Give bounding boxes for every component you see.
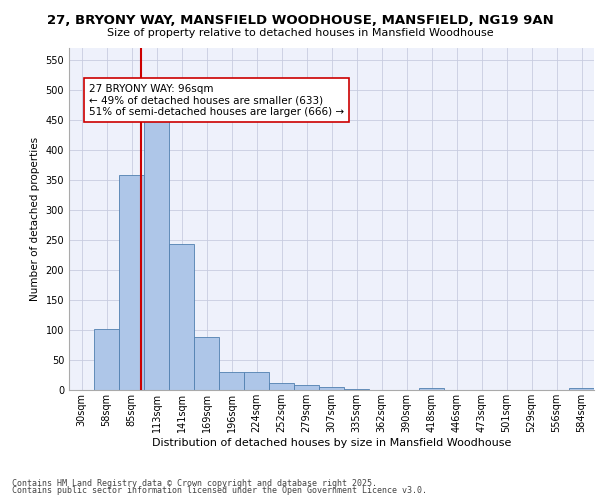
Bar	[119, 176, 144, 390]
Bar	[94, 328, 119, 390]
Bar	[194, 337, 219, 390]
Bar	[294, 385, 319, 390]
Text: 27, BRYONY WAY, MANSFIELD WOODHOUSE, MANSFIELD, NG19 9AN: 27, BRYONY WAY, MANSFIELD WOODHOUSE, MAN…	[47, 14, 553, 27]
Bar	[419, 388, 444, 390]
Bar	[269, 383, 294, 390]
X-axis label: Distribution of detached houses by size in Mansfield Woodhouse: Distribution of detached houses by size …	[152, 438, 511, 448]
Bar	[244, 372, 269, 390]
Bar	[569, 388, 594, 390]
Text: Size of property relative to detached houses in Mansfield Woodhouse: Size of property relative to detached ho…	[107, 28, 493, 38]
Text: Contains HM Land Registry data © Crown copyright and database right 2025.: Contains HM Land Registry data © Crown c…	[12, 478, 377, 488]
Bar	[219, 372, 244, 390]
Bar	[144, 116, 169, 390]
Bar	[169, 244, 194, 390]
Text: 27 BRYONY WAY: 96sqm
← 49% of detached houses are smaller (633)
51% of semi-deta: 27 BRYONY WAY: 96sqm ← 49% of detached h…	[89, 84, 344, 117]
Y-axis label: Number of detached properties: Number of detached properties	[30, 136, 40, 301]
Text: Contains public sector information licensed under the Open Government Licence v3: Contains public sector information licen…	[12, 486, 427, 495]
Bar	[319, 387, 344, 390]
